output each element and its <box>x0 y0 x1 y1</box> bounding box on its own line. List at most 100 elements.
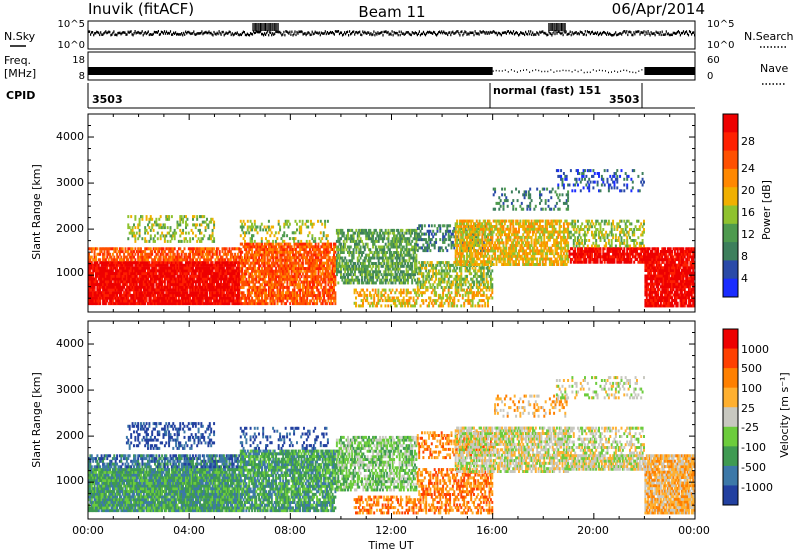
echo-cell <box>256 280 259 284</box>
noise-spike <box>277 23 279 31</box>
echo-cell <box>328 242 331 246</box>
noise-sample <box>109 30 111 34</box>
echo-cell <box>165 296 168 300</box>
echo-cell <box>402 259 405 263</box>
echo-cell <box>106 263 109 267</box>
noise-sample <box>662 33 664 36</box>
echo-cell <box>127 285 130 289</box>
echo-cell <box>93 293 96 297</box>
noise-sample <box>190 32 192 36</box>
echo-cell <box>161 283 164 286</box>
echo-cell <box>180 217 183 221</box>
echo-cell <box>130 266 133 270</box>
echo-cell <box>170 263 173 267</box>
echo-cell <box>279 242 282 246</box>
echo-cell <box>229 263 232 267</box>
echo-cell <box>313 275 316 279</box>
echo-cell <box>186 223 189 227</box>
echo-cell <box>151 258 154 262</box>
echo-cell <box>165 293 168 297</box>
echo-cell <box>180 252 183 256</box>
echo-cell <box>111 285 114 289</box>
noise-sample <box>110 33 112 37</box>
echo-cell <box>162 234 165 238</box>
echo-cell <box>300 245 303 249</box>
echo-cell <box>152 269 155 273</box>
noise-sample <box>674 32 676 35</box>
noise-sample <box>321 32 323 35</box>
echo-cell <box>333 269 335 273</box>
echo-cell <box>228 293 231 297</box>
echo-cell <box>137 285 140 289</box>
echo-cell <box>140 250 142 254</box>
echo-cell <box>294 296 297 300</box>
echo-cell <box>235 288 238 292</box>
noise-sample <box>670 33 672 36</box>
echo-cell <box>269 275 272 279</box>
echo-cell <box>374 262 377 265</box>
echo-cell <box>177 288 180 292</box>
echo-cell <box>272 291 275 295</box>
echo-cell <box>185 291 187 295</box>
echo-cell <box>347 267 349 271</box>
echo-cell <box>361 231 363 235</box>
echo-cell <box>182 220 185 224</box>
echo-cell <box>176 285 179 289</box>
echo-cell <box>137 299 140 303</box>
echo-cell <box>337 228 340 232</box>
noise-sample <box>394 32 396 35</box>
echo-cell <box>366 245 369 249</box>
noise-sample <box>369 33 371 36</box>
echo-cell <box>282 267 285 270</box>
noise-spike <box>561 23 562 31</box>
noise-sample <box>214 32 216 36</box>
echo-cell <box>270 280 273 284</box>
echo-cell <box>185 274 187 278</box>
echo-cell <box>405 242 408 246</box>
echo-cell <box>158 261 161 265</box>
echo-cell <box>345 234 348 238</box>
freq-sample <box>629 71 631 73</box>
noise-sample <box>585 33 587 37</box>
echo-cell <box>200 280 203 284</box>
echo-cell <box>300 299 303 303</box>
echo-cell <box>402 278 405 282</box>
echo-cell <box>310 264 313 268</box>
echo-cell <box>300 248 303 251</box>
echo-cell <box>214 263 217 267</box>
echo-cell <box>211 228 214 232</box>
echo-cell <box>347 234 349 238</box>
echo-cell <box>293 267 296 270</box>
echo-cell <box>123 291 126 295</box>
echo-cell <box>210 220 213 224</box>
echo-cell <box>246 228 249 232</box>
echo-cell <box>262 250 265 254</box>
echo-cell <box>297 280 300 284</box>
echo-cell <box>172 269 175 273</box>
echo-cell <box>290 291 293 295</box>
echo-cell <box>368 256 370 260</box>
echo-cell <box>248 294 251 297</box>
echo-cell <box>239 302 242 306</box>
echo-cell <box>267 219 270 223</box>
noise-sample <box>608 33 610 36</box>
echo-cell <box>138 220 141 224</box>
echo-cell <box>166 263 169 267</box>
echo-cell <box>402 234 405 238</box>
echo-cell <box>208 220 211 224</box>
echo-cell <box>92 269 95 273</box>
echo-cell <box>137 237 140 241</box>
echo-cell <box>289 280 292 284</box>
echo-cell <box>311 291 314 295</box>
noise-sample <box>227 31 229 35</box>
echo-cell <box>285 250 287 254</box>
echo-cell <box>331 261 334 265</box>
echo-cell <box>338 262 341 265</box>
echo-cell <box>342 275 345 279</box>
echo-cell <box>286 261 289 265</box>
echo-cell <box>384 267 387 271</box>
echo-cell <box>330 272 333 276</box>
echo-cell <box>255 248 258 251</box>
echo-cell <box>148 247 151 251</box>
noise-sample <box>481 31 483 34</box>
